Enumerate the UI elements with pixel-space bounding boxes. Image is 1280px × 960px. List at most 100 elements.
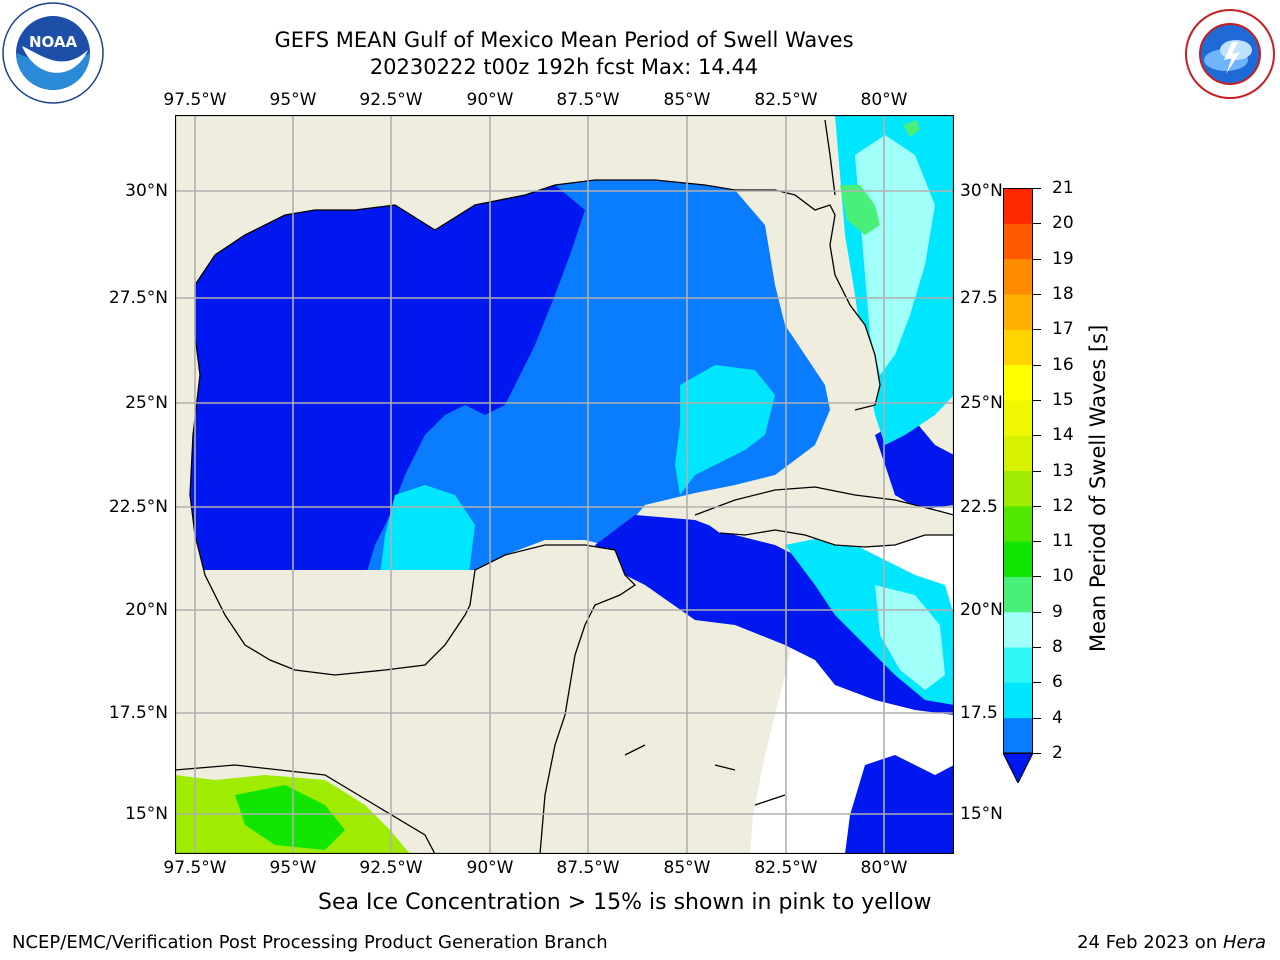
swell-period-field-8-9 (855, 135, 935, 375)
colorbar-tick-mark (1033, 470, 1041, 472)
lat-tick-right-15n: 15°N (960, 804, 1003, 824)
pacific-swell-field-inner (235, 785, 345, 850)
swell-period-field-below-2 (190, 185, 585, 675)
lon-tick-top-92-5w: 92.5°W (359, 90, 423, 110)
colorbar-tick-mark (1033, 717, 1041, 719)
colorbar-bin (1003, 647, 1033, 683)
colorbar-bin (1003, 188, 1033, 224)
colorbar-bin (1003, 223, 1033, 260)
colorbar-tick-label: 14 (1052, 425, 1074, 446)
colorbar-tick-label: 15 (1052, 389, 1074, 410)
swell-period-field-9-10 (840, 185, 880, 235)
lat-tick-right-25n: 25°N (960, 393, 1003, 413)
colorbar-tick-mark (1033, 576, 1041, 578)
lon-tick-top-87-5w: 87.5°W (556, 90, 620, 110)
colorbar-tick-label: 11 (1052, 531, 1074, 552)
colorbar-tick-label: 2 (1052, 743, 1063, 763)
map-panel (174, 114, 955, 855)
lon-tick-top-82-5w: 82.5°W (754, 90, 818, 110)
colorbar-tick-mark (1033, 399, 1041, 401)
colorbar-bin (1003, 717, 1033, 754)
colorbar-frame (1003, 188, 1033, 754)
colorbar-tick-label: 20 (1052, 213, 1074, 234)
colorbar-tick-mark (1033, 753, 1041, 754)
colorbar-bin (1003, 611, 1033, 648)
colorbar-tick-label: 8 (1052, 637, 1063, 658)
colorbar-tick-mark (1033, 223, 1041, 225)
lon-tick-bottom-92-5w: 92.5°W (359, 858, 423, 878)
lat-tick-left-20n: 20°N (125, 600, 168, 620)
footer-date: 24 Feb 2023 on Hera (1077, 932, 1266, 954)
lat-tick-right-22-5: 22.5 (960, 497, 998, 517)
lat-tick-left-30n: 30°N (125, 181, 168, 201)
colorbar-tick-mark (1033, 188, 1041, 189)
colorbar-bin (1003, 399, 1033, 436)
lon-tick-bottom-85w: 85°W (663, 858, 711, 878)
footer-machine: Hera (1222, 932, 1266, 953)
colorbar-bin (1003, 435, 1033, 471)
colorbar-tick-label: 4 (1052, 707, 1063, 728)
colorbar-tick-label: 18 (1052, 283, 1074, 304)
colorbar-tick-label: 13 (1052, 460, 1074, 481)
noaa-logo: NOAA (2, 2, 104, 104)
colorbar-bin (1003, 576, 1033, 613)
map-frame (174, 114, 955, 855)
lat-tick-left-22-5n: 22.5°N (108, 497, 168, 517)
nws-logo (1176, 8, 1280, 100)
colorbar-tick-mark (1033, 541, 1041, 543)
colorbar-tick-mark (1033, 364, 1041, 366)
lon-tick-bottom-87-5w: 87.5°W (556, 858, 620, 878)
lon-tick-bottom-95w: 95°W (269, 858, 317, 878)
lat-tick-right-27-5: 27.5 (960, 288, 998, 308)
lon-tick-top-80w: 80°W (860, 90, 908, 110)
colorbar-bin (1003, 258, 1033, 295)
lon-tick-top-90w: 90°W (466, 90, 514, 110)
lon-tick-bottom-97-5w: 97.5°W (163, 858, 227, 878)
map-title: GEFS MEAN Gulf of Mexico Mean Period of … (274, 28, 854, 52)
yucatan-peninsula (425, 545, 635, 854)
colorbar-tick-label: 12 (1052, 495, 1074, 516)
lat-tick-right-17-5: 17.5 (960, 703, 998, 723)
colorbar-bin (1003, 470, 1033, 507)
map-subtitle: 20230222 t00z 192h fcst Max: 14.44 (369, 55, 759, 79)
colorbar-bin (1003, 541, 1033, 577)
colorbar (1002, 188, 1034, 785)
colorbar-tick-label: 6 (1052, 672, 1063, 693)
colorbar-tick-mark (1033, 293, 1041, 295)
colorbar-bin (1003, 682, 1033, 719)
colorbar-tick-mark (1033, 435, 1041, 437)
colorbar-bin (1003, 293, 1033, 330)
colorbar-label: Mean Period of Swell Waves [s] (1086, 324, 1110, 652)
colorbar-underflow-arrow (1002, 752, 1034, 785)
gulf-north-coast (175, 115, 735, 675)
colorbar-tick-label: 10 (1052, 566, 1074, 587)
colorbar-tick-label: 16 (1052, 354, 1074, 375)
lon-tick-bottom-80w: 80°W (860, 858, 908, 878)
lon-tick-top-97-5w: 97.5°W (163, 90, 227, 110)
colorbar-tick-mark (1033, 647, 1041, 649)
lon-tick-bottom-90w: 90°W (466, 858, 514, 878)
lat-tick-left-25n: 25°N (125, 393, 168, 413)
footer-branch: NCEP/EMC/Verification Post Processing Pr… (12, 932, 608, 953)
sea-ice-caption: Sea Ice Concentration > 15% is shown in … (318, 890, 932, 915)
swell-period-field-4-6-east (675, 365, 775, 495)
colorbar-tick-label: 17 (1052, 319, 1074, 340)
lat-tick-left-15n: 15°N (125, 804, 168, 824)
lat-tick-left-27-5n: 27.5°N (108, 288, 168, 308)
lon-tick-top-95w: 95°W (269, 90, 317, 110)
colorbar-bin (1003, 364, 1033, 401)
swell-period-field-below-2-south (595, 515, 954, 715)
florida-peninsula (735, 190, 880, 410)
swell-period-field-9-10-small (903, 120, 920, 137)
colorbar-tick-mark (1033, 258, 1041, 260)
colorbar-bin (1003, 505, 1033, 542)
swell-period-field-below-2-southeast (845, 755, 954, 854)
colorbar-tick-label: 19 (1052, 248, 1074, 269)
lon-tick-bottom-82-5w: 82.5°W (754, 858, 818, 878)
map-gridlines (175, 115, 954, 854)
colorbar-tick-label: 9 (1052, 601, 1063, 622)
lat-tick-right-30n: 30°N (960, 181, 1003, 201)
swell-period-field-8-9-caribbean (875, 585, 945, 690)
colorbar-tick-mark (1033, 611, 1041, 613)
colorbar-tick-label: 21 (1052, 178, 1074, 198)
